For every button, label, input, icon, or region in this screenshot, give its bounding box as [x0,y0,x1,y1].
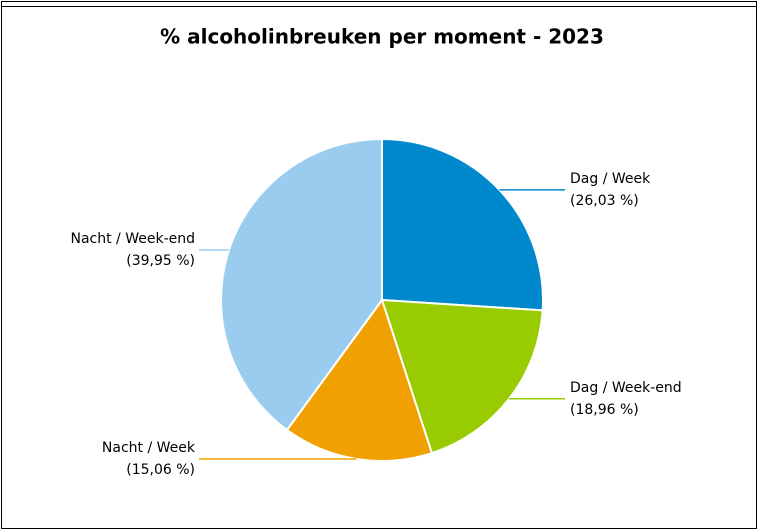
pie-slice [220,137,383,432]
slice-label: Nacht / Week-end [70,231,195,247]
slice-value-label: (18,96 %) [570,402,639,418]
slice-label: Dag / Week [570,171,651,187]
pie-slice [380,298,544,455]
pie-slice [381,137,544,312]
slice-label: Nacht / Week [102,440,196,456]
slice-value-label: (15,06 %) [126,462,195,478]
chart-title: % alcoholinbreuken per moment - 2023 [160,25,604,49]
pie-slice [285,297,434,462]
slice-value-label: (39,95 %) [126,253,195,269]
slice-value-label: (26,03 %) [570,193,639,209]
slice-label: Dag / Week-end [570,380,682,396]
